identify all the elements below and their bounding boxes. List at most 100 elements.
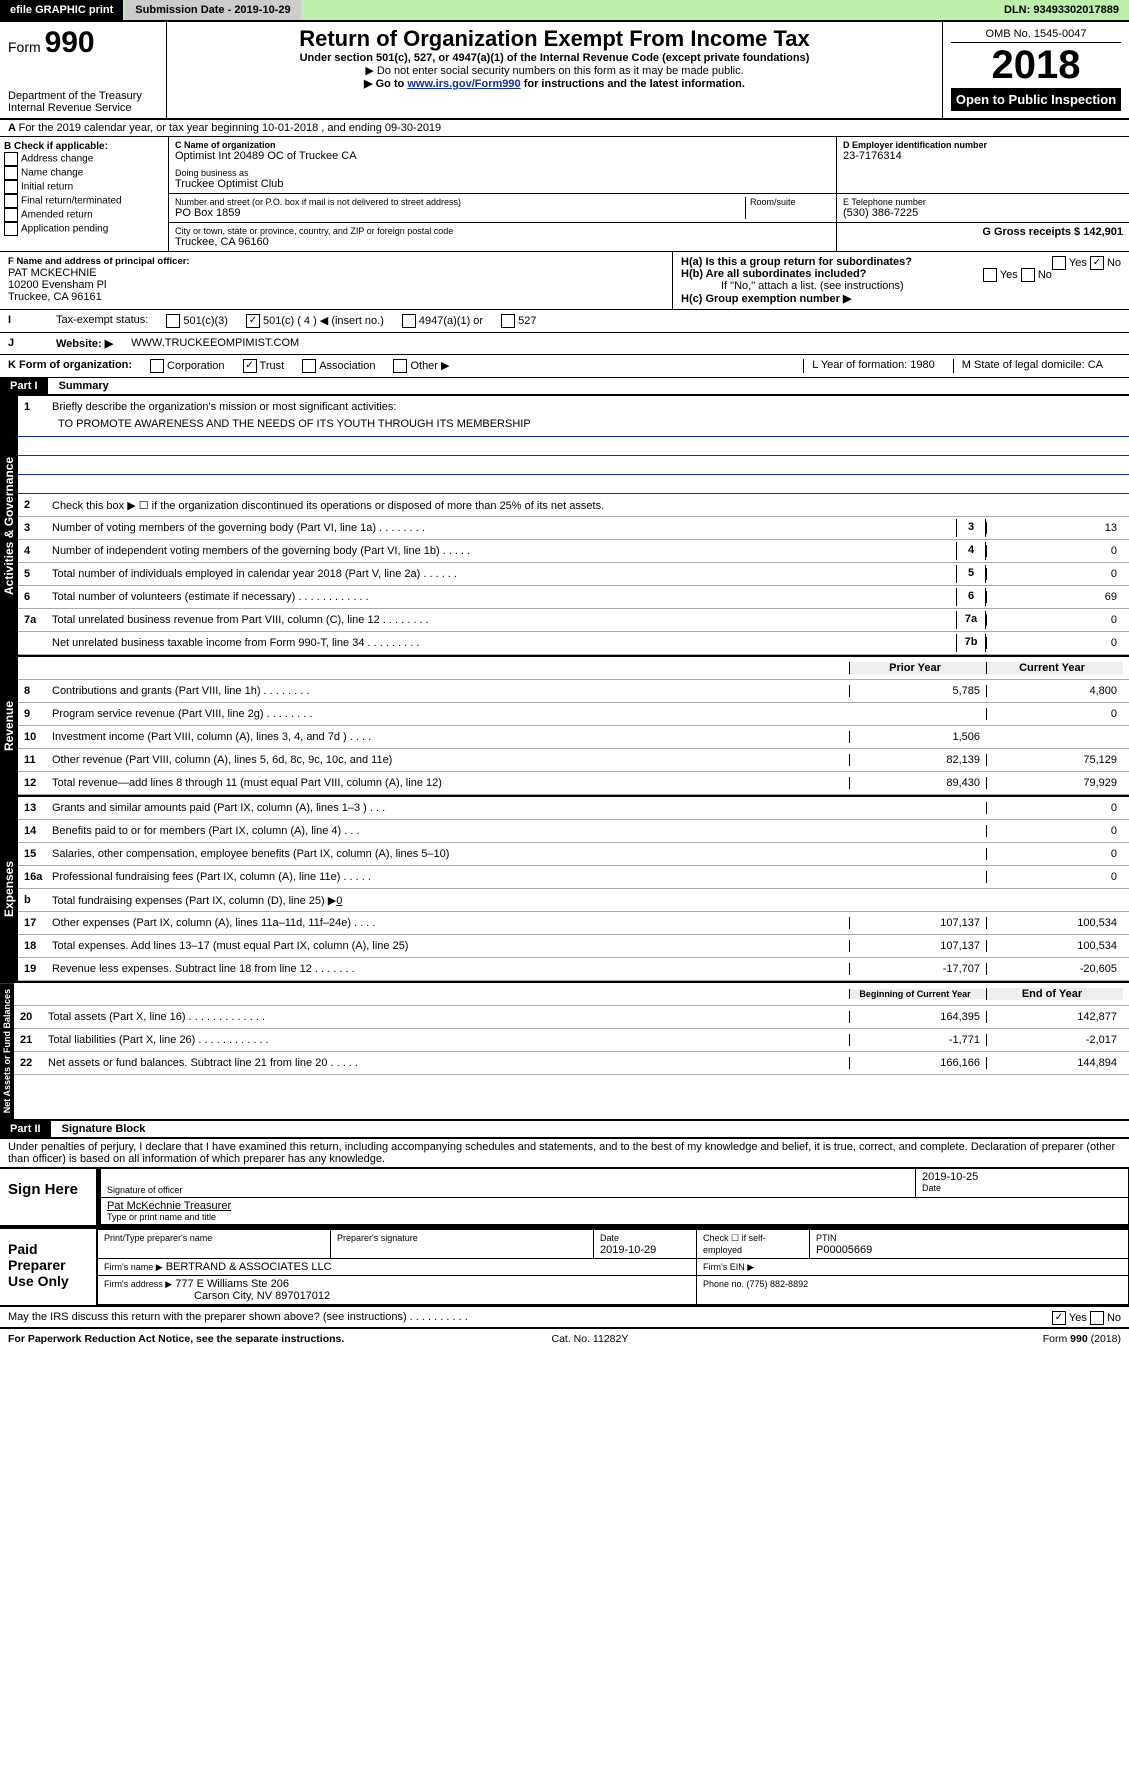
tax-exempt-row: I Tax-exempt status: 501(c)(3) ✓501(c) (…: [0, 310, 1129, 333]
line19-prior: -17,707: [849, 963, 986, 975]
expenses-section: Expenses 13Grants and similar amounts pa…: [0, 797, 1129, 983]
website-value: WWW.TRUCKEEOMPIMIST.COM: [131, 337, 299, 350]
line14-curr: 0: [986, 825, 1123, 837]
line11-desc: Other revenue (Part VIII, column (A), li…: [52, 754, 849, 766]
preparer-table: Print/Type preparer's name Preparer's si…: [97, 1229, 1129, 1305]
officer-addr2: Truckee, CA 96161: [8, 291, 664, 303]
revenue-tab: Revenue: [0, 657, 18, 795]
cb-other[interactable]: Other ▶: [393, 359, 449, 373]
tax-period: A For the 2019 calendar year, or tax yea…: [0, 120, 1129, 137]
line1-desc: Briefly describe the organization's miss…: [52, 401, 1123, 413]
org-name: Optimist Int 20489 OC of Truckee CA: [175, 150, 830, 162]
line22-begin: 166,166: [849, 1057, 986, 1069]
ein-value: 23-7176314: [843, 150, 1123, 162]
goto-post: for instructions and the latest informat…: [524, 78, 745, 90]
ha-no[interactable]: ✓: [1090, 256, 1104, 270]
cb-assoc[interactable]: Association: [302, 359, 375, 373]
org-info-block: B Check if applicable: Address change Na…: [0, 137, 1129, 252]
discuss-no[interactable]: [1090, 1311, 1104, 1325]
prep-name-label: Print/Type preparer's name: [104, 1233, 212, 1243]
line3-val: 13: [986, 522, 1123, 534]
revenue-section: Revenue Prior YearCurrent Year 8Contribu…: [0, 657, 1129, 797]
line9-desc: Program service revenue (Part VIII, line…: [52, 708, 849, 720]
line4-val: 0: [986, 545, 1123, 557]
prior-year-hdr: Prior Year: [849, 662, 986, 674]
netassets-section: Net Assets or Fund Balances Beginning of…: [0, 983, 1129, 1121]
efile-btn[interactable]: efile GRAPHIC print: [0, 0, 123, 20]
line22-end: 144,894: [986, 1057, 1123, 1069]
prep-sig-label: Preparer's signature: [337, 1233, 418, 1243]
paid-preparer-label: Paid Preparer Use Only: [0, 1229, 97, 1305]
cb-4947[interactable]: 4947(a)(1) or: [402, 314, 483, 328]
irs-label: Internal Revenue Service: [8, 102, 158, 114]
ha-yes[interactable]: [1052, 256, 1066, 270]
line13-desc: Grants and similar amounts paid (Part IX…: [52, 802, 849, 814]
street-value: PO Box 1859: [175, 207, 745, 219]
self-employed[interactable]: Check ☐ if self-employed: [703, 1233, 766, 1255]
perjury-declaration: Under penalties of perjury, I declare th…: [0, 1139, 1129, 1167]
line8-prior: 5,785: [849, 685, 986, 697]
pra-notice: For Paperwork Reduction Act Notice, see …: [8, 1333, 344, 1345]
governance-section: Activities & Governance 1Briefly describ…: [0, 396, 1129, 657]
line21-desc: Total liabilities (Part X, line 26) . . …: [48, 1034, 849, 1046]
mission-text: TO PROMOTE AWARENESS AND THE NEEDS OF IT…: [18, 418, 1129, 437]
line6-val: 69: [986, 591, 1123, 603]
discuss-yes[interactable]: ✓: [1052, 1311, 1066, 1325]
officer-name-title: Pat McKechnie Treasurer: [107, 1200, 1122, 1212]
phone-label: E Telephone number: [843, 197, 1123, 207]
form-number: 990: [45, 26, 95, 59]
cb-address[interactable]: Address change: [4, 152, 164, 166]
firm-addr2: Carson City, NV 897017012: [104, 1290, 330, 1302]
part1-header: Part I: [0, 378, 48, 394]
street-label: Number and street (or P.O. box if mail i…: [175, 197, 745, 207]
website-row: J Website: ▶ WWW.TRUCKEEOMPIMIST.COM: [0, 333, 1129, 355]
expenses-tab: Expenses: [0, 797, 18, 981]
cb-final[interactable]: Final return/terminated: [4, 194, 164, 208]
line18-curr: 100,534: [986, 940, 1123, 952]
form-word: Form: [8, 39, 41, 55]
firm-addr1: 777 E Williams Ste 206: [175, 1278, 289, 1290]
netassets-tab: Net Assets or Fund Balances: [0, 983, 14, 1119]
cb-application[interactable]: Application pending: [4, 222, 164, 236]
begin-year-hdr: Beginning of Current Year: [849, 989, 986, 999]
gross-receipts: G Gross receipts $ 142,901: [843, 226, 1123, 238]
line18-prior: 107,137: [849, 940, 986, 952]
cb-501c[interactable]: ✓501(c) ( 4 ) ◀ (insert no.): [246, 314, 384, 328]
cb-name[interactable]: Name change: [4, 166, 164, 180]
line16a-desc: Professional fundraising fees (Part IX, …: [52, 871, 849, 883]
cb-trust[interactable]: ✓Trust: [243, 359, 285, 373]
cb-amended[interactable]: Amended return: [4, 208, 164, 222]
current-year-hdr: Current Year: [986, 662, 1123, 674]
year-formation: L Year of formation: 1980: [803, 359, 935, 373]
room-label: Room/suite: [750, 197, 830, 207]
cb-501c3[interactable]: 501(c)(3): [166, 314, 228, 328]
k-label: K Form of organization:: [8, 359, 132, 373]
goto-line: Go to www.irs.gov/Form990 for instructio…: [175, 77, 934, 90]
line12-prior: 89,430: [849, 777, 986, 789]
form-title: Return of Organization Exempt From Incom…: [175, 26, 934, 52]
goto-pre: Go to: [376, 78, 408, 90]
dba-label: Doing business as: [175, 168, 830, 178]
governance-tab: Activities & Governance: [0, 396, 18, 655]
cb-corp[interactable]: Corporation: [150, 359, 224, 373]
hb-no[interactable]: [1021, 268, 1035, 282]
line4-desc: Number of independent voting members of …: [52, 545, 956, 557]
line18-desc: Total expenses. Add lines 13–17 (must eq…: [52, 940, 849, 952]
city-label: City or town, state or province, country…: [175, 226, 830, 236]
form-footer: Form 990 (2018): [1043, 1333, 1121, 1345]
discuss-row: May the IRS discuss this return with the…: [0, 1307, 1129, 1329]
line7a-desc: Total unrelated business revenue from Pa…: [52, 614, 956, 626]
city-value: Truckee, CA 96160: [175, 236, 830, 248]
dln: DLN: 93493302017889: [994, 0, 1129, 20]
cb-initial[interactable]: Initial return: [4, 180, 164, 194]
cb-527[interactable]: 527: [501, 314, 536, 328]
line16b-desc: Total fundraising expenses (Part IX, col…: [52, 894, 849, 907]
hb-yes[interactable]: [983, 268, 997, 282]
firm-name: BERTRAND & ASSOCIATES LLC: [166, 1261, 332, 1273]
part2-title: Signature Block: [62, 1123, 146, 1135]
ptin-value: P00005669: [816, 1244, 872, 1256]
end-year-hdr: End of Year: [986, 988, 1123, 1000]
h-a: H(a) Is this a group return for subordin…: [681, 256, 1121, 268]
line10-prior: 1,506: [849, 731, 986, 743]
goto-link[interactable]: www.irs.gov/Form990: [407, 78, 520, 90]
